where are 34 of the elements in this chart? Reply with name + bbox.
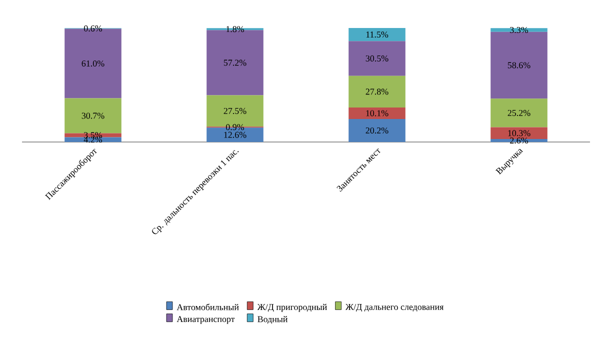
data-label: 58.6% xyxy=(508,62,530,68)
data-label: 11.5% xyxy=(366,31,388,38)
bar xyxy=(64,98,122,134)
data-label: 2.6% xyxy=(510,137,528,144)
bar xyxy=(348,118,406,142)
data-label: 61.0% xyxy=(82,60,104,67)
data-label: 27.5% xyxy=(224,108,246,114)
legend-label: Авиатранспорт xyxy=(176,316,235,324)
data-label: 27.8% xyxy=(366,88,388,95)
legend-label: Ж/Д пригородный xyxy=(257,304,327,312)
bar xyxy=(64,133,122,138)
data-label: 20.2% xyxy=(366,127,388,134)
data-label: 25.2% xyxy=(508,110,530,116)
bar xyxy=(490,32,548,99)
bar xyxy=(348,76,406,108)
data-label: 3.3% xyxy=(510,26,528,34)
legend-label: Ж/Д дальнего следования xyxy=(345,304,444,312)
bar xyxy=(64,137,122,142)
data-label: 30.5% xyxy=(366,55,388,62)
bar xyxy=(490,28,548,32)
data-label: 30.7% xyxy=(82,112,104,119)
data-label: 12.6% xyxy=(224,132,246,138)
data-label: 10.3% xyxy=(508,130,530,136)
data-label: 0.9% xyxy=(226,124,244,130)
bar xyxy=(348,107,406,119)
data-label: 4.2% xyxy=(84,136,102,143)
data-label: 10.1% xyxy=(366,110,388,116)
legend-label: Автомобильный xyxy=(176,304,239,310)
bar xyxy=(348,41,406,76)
data-label: 3.5% xyxy=(84,132,102,138)
data-label: 57.2% xyxy=(224,60,246,66)
legend-label: Водный xyxy=(258,316,288,324)
bar xyxy=(348,28,406,42)
bar xyxy=(490,98,548,128)
